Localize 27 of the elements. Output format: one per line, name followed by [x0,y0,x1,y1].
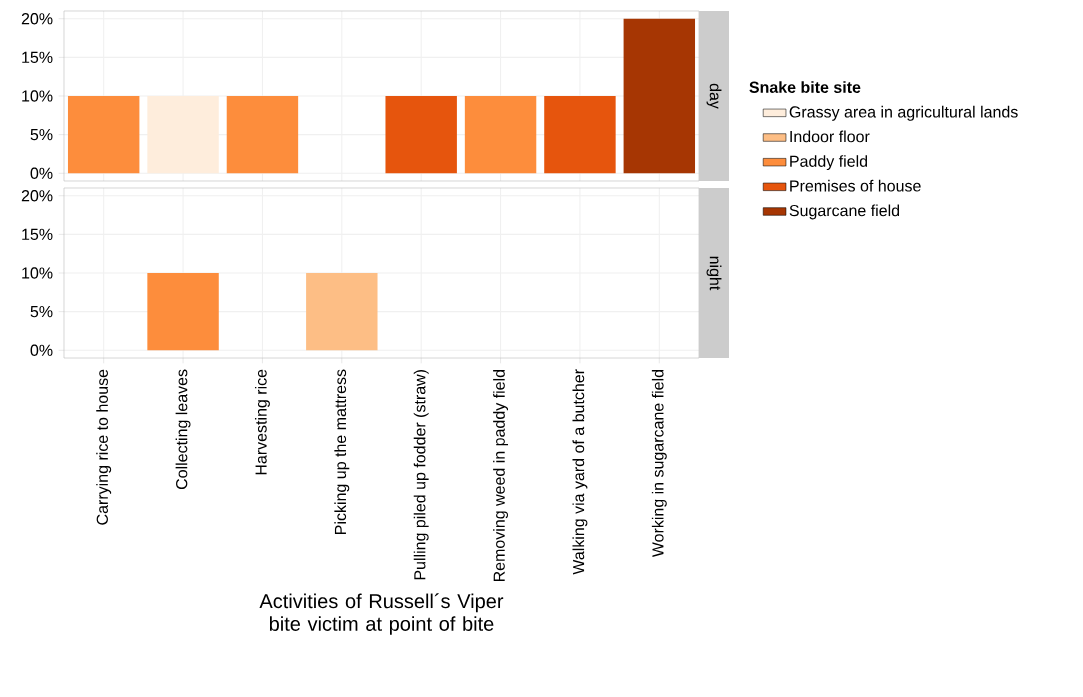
legend-title: Snake bite site [749,81,861,93]
y-tick-label: 20% [21,13,53,25]
y-tick-label: 15% [22,51,53,63]
y-tick-label: 15% [22,228,53,240]
legend-label: Sugarcane field [789,204,900,220]
x-tick-label: Collecting leaves [175,369,191,490]
x-tick-label: Walking via yard of a butcher [572,369,588,575]
y-tick-label: 10% [22,267,53,279]
y-tick-label: 5% [30,129,53,141]
x-tick-label: Working in sugarcane field [651,370,667,558]
legend-label: Paddy field [790,155,868,171]
x-tick-label: Carrying rice to house [96,369,112,525]
y-tick-label: 0% [30,167,53,179]
legend-label: Premises of house [790,179,921,192]
x-tick-label: Harvesting rice [254,369,270,475]
x-tick-label: Picking up the mattress [334,369,350,534]
x-tick-label: Pulling piled up fodder (straw) [413,369,429,580]
y-tick-label: 10% [22,90,53,102]
legend-label: Indoor floor [790,130,870,143]
x-tick-label: Removing weed in paddy field [493,370,509,582]
text: night [706,256,722,291]
y-tick-label: 20% [21,190,53,202]
text: day [706,83,722,109]
legend-label: Grassy area in agricultural lands [789,105,1018,121]
y-tick-label: 5% [30,306,53,318]
x-axis-title: Activities of Russell´s Viper bite victim at point of bite [259,593,504,635]
y-tick-label: 0% [30,344,53,356]
